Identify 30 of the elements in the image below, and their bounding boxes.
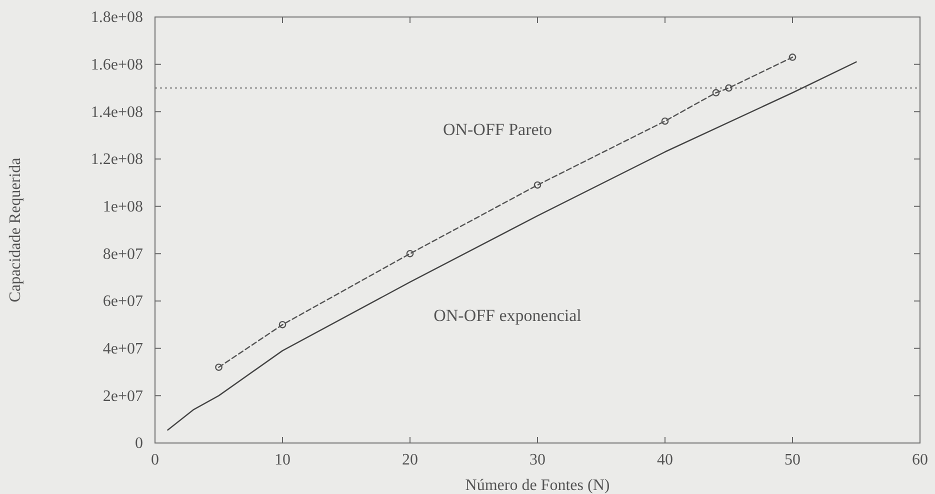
- line-series: [167, 61, 857, 431]
- y-tick-label: 8e+07: [102, 246, 143, 263]
- text: ON-OFF Pareto: [442, 120, 552, 140]
- x-tick-label: 50: [784, 451, 800, 468]
- x-tick-label: 60: [912, 451, 928, 468]
- x-tick-label: 0: [151, 451, 159, 468]
- x-tick-label: 30: [530, 451, 546, 468]
- point: [725, 84, 732, 92]
- y-tick-label: 2e+07: [102, 388, 143, 405]
- point: [215, 364, 222, 371]
- y-tick-label: 6e+07: [102, 293, 143, 310]
- y-tick-label: 1.2e+08: [90, 151, 143, 168]
- point: [788, 54, 796, 61]
- point: [534, 181, 542, 189]
- y-tick-label: 1.6e+08: [90, 56, 143, 74]
- y-tick-label: 1.4e+08: [90, 104, 143, 121]
- point: [712, 89, 720, 96]
- y-tick-label: 0: [135, 435, 143, 452]
- x-axis-title: Número de Fontes (N): [465, 477, 610, 494]
- series-label: ON-OFF exponencial: [434, 306, 582, 325]
- y-tick-label: 4e+07: [102, 340, 143, 358]
- x-tick-label: 40: [657, 451, 673, 468]
- x-tick-label: 20: [402, 451, 418, 468]
- point: [278, 320, 286, 328]
- y-axis-title: Capacidade Requerida: [7, 158, 24, 302]
- y-tick-label: 1e+08: [102, 198, 143, 216]
- point: [661, 117, 669, 125]
- point: [406, 250, 414, 258]
- x-tick-label: 10: [274, 451, 290, 468]
- y-tick-label: 1.8e+08: [90, 9, 143, 26]
